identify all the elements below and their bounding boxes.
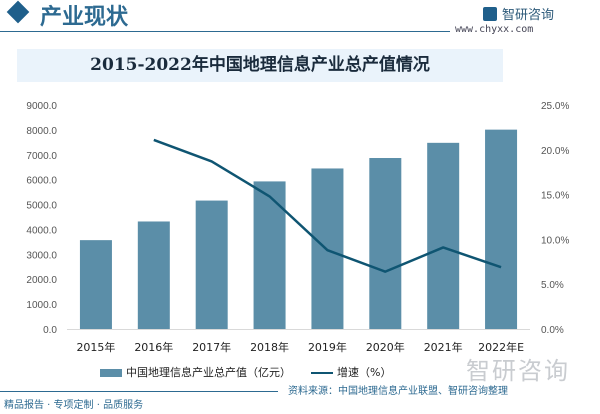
- logo-text: 智研咨询: [502, 8, 555, 23]
- legend-bar-swatch: [100, 368, 122, 377]
- legend-line-swatch: [311, 371, 333, 374]
- y-left-tick-label: 7000.0: [26, 151, 57, 162]
- brand-logo: 智研咨询: [483, 4, 554, 23]
- logo-icon: [483, 6, 497, 21]
- slogan: 精品报告 · 专项定制 · 品质服务: [4, 400, 144, 411]
- source-note: 资料来源：中国地理信息产业联盟、智研咨询整理: [288, 386, 508, 397]
- y-right-tick-label: 10.0%: [541, 235, 569, 246]
- section-title: 产业现状: [40, 4, 129, 30]
- chart-title: 2015-2022年中国地理信息产业总产值情况: [90, 55, 430, 75]
- legend-bar-label: 中国地理信息产业总产值（亿元）: [126, 366, 291, 379]
- x-tick-label: 2017年: [192, 340, 231, 354]
- x-tick-label: 2022年E: [478, 340, 524, 354]
- legend-line-label: 增速（%）: [337, 366, 392, 379]
- title-band: [17, 49, 503, 82]
- x-tick-label: 2015年: [76, 340, 115, 354]
- footer-divider: [0, 391, 278, 392]
- bar: [369, 158, 402, 329]
- y-right-tick-label: 20.0%: [541, 146, 569, 157]
- y-left-tick-label: 9000.0: [26, 101, 57, 112]
- bar: [427, 142, 460, 329]
- watermark: 智研咨询: [466, 357, 570, 385]
- y-right-tick-label: 5.0%: [541, 280, 564, 291]
- bar: [485, 129, 518, 329]
- bar: [137, 221, 170, 329]
- x-tick-label: 2021年: [424, 340, 463, 354]
- bar: [195, 200, 228, 329]
- y-right-tick-label: 25.0%: [541, 101, 569, 112]
- y-right-tick-label: 15.0%: [541, 191, 569, 202]
- y-left-tick-label: 5000.0: [26, 201, 57, 212]
- x-tick-label: 2019年: [308, 340, 347, 354]
- x-tick-label: 2020年: [366, 340, 405, 354]
- y-left-tick-label: 0.0: [43, 325, 57, 336]
- y-left-tick-label: 2000.0: [26, 275, 57, 286]
- x-tick-label: 2018年: [250, 340, 289, 354]
- y-left-tick-label: 3000.0: [26, 250, 57, 261]
- bar: [79, 240, 112, 329]
- y-right-tick-label: 0.0%: [541, 325, 564, 336]
- legend: 中国地理信息产业总产值（亿元） 增速（%）: [100, 366, 391, 379]
- y-left-tick-label: 8000.0: [26, 126, 57, 137]
- y-left-tick-label: 1000.0: [26, 300, 57, 311]
- logo-url: www.chyxx.com: [455, 24, 534, 35]
- bar: [253, 181, 286, 329]
- y-left-tick-label: 4000.0: [26, 225, 57, 236]
- x-tick-label: 2016年: [134, 340, 173, 354]
- header-divider: [0, 31, 450, 32]
- y-left-tick-label: 6000.0: [26, 176, 57, 187]
